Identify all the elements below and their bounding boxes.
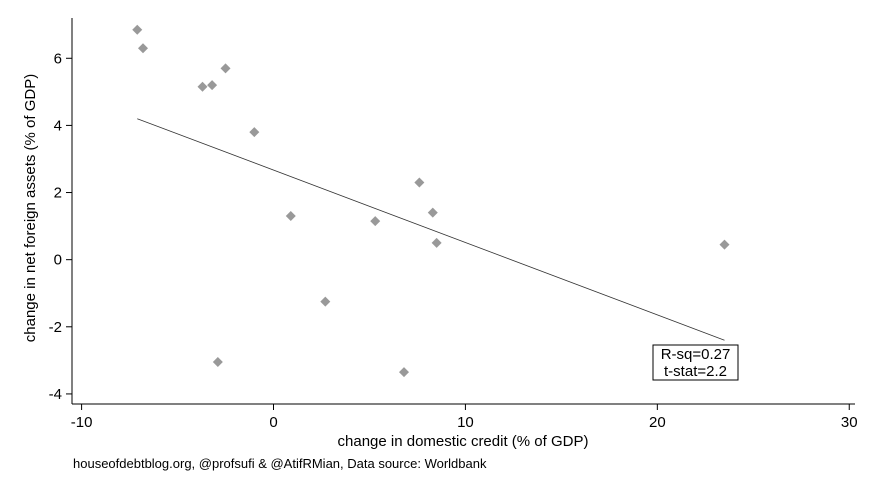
data-point xyxy=(431,237,442,248)
x-axis-ticks: -10 0 10 20 30 xyxy=(71,404,858,431)
data-point xyxy=(197,81,208,92)
data-point xyxy=(138,43,149,54)
r-squared-label: R-sq=0.27 xyxy=(661,346,731,363)
data-point xyxy=(220,63,231,74)
t-stat-label: t-stat=2.2 xyxy=(664,363,727,380)
stats-box xyxy=(652,344,739,381)
data-point xyxy=(207,80,218,91)
data-point xyxy=(249,127,260,138)
y-axis-title: change in net foreign assets (% of GDP) xyxy=(22,74,39,342)
y-tick-label: -2 xyxy=(49,319,62,336)
stats-annotation: R-sq=0.27 t-stat=2.2 xyxy=(652,344,739,381)
data-point xyxy=(212,357,223,368)
fit-line-group xyxy=(137,118,725,341)
x-tick-label: 0 xyxy=(269,414,277,431)
data-point xyxy=(414,177,425,188)
x-tick-label: 20 xyxy=(649,414,666,431)
y-tick-label: 0 xyxy=(54,252,62,269)
x-tick-label: 30 xyxy=(841,414,858,431)
data-point xyxy=(285,211,296,222)
data-point xyxy=(427,207,438,218)
x-tick-label: -10 xyxy=(71,414,93,431)
source-footer: houseofdebtblog.org, @profsufi & @AtifRM… xyxy=(73,456,487,471)
y-tick-label: 4 xyxy=(54,117,62,134)
fit-line xyxy=(137,118,725,341)
y-tick-label: 2 xyxy=(54,185,62,202)
x-axis-title: change in domestic credit (% of GDP) xyxy=(338,433,589,450)
data-point xyxy=(132,24,143,35)
y-tick-label: -4 xyxy=(49,386,62,403)
data-points xyxy=(132,24,730,378)
data-point xyxy=(719,239,730,250)
data-point xyxy=(370,216,381,227)
y-axis-ticks: -4 -2 0 2 4 6 xyxy=(49,50,72,403)
data-point xyxy=(320,296,331,307)
data-point xyxy=(399,367,410,378)
x-tick-label: 10 xyxy=(457,414,474,431)
y-tick-label: 6 xyxy=(54,50,62,67)
